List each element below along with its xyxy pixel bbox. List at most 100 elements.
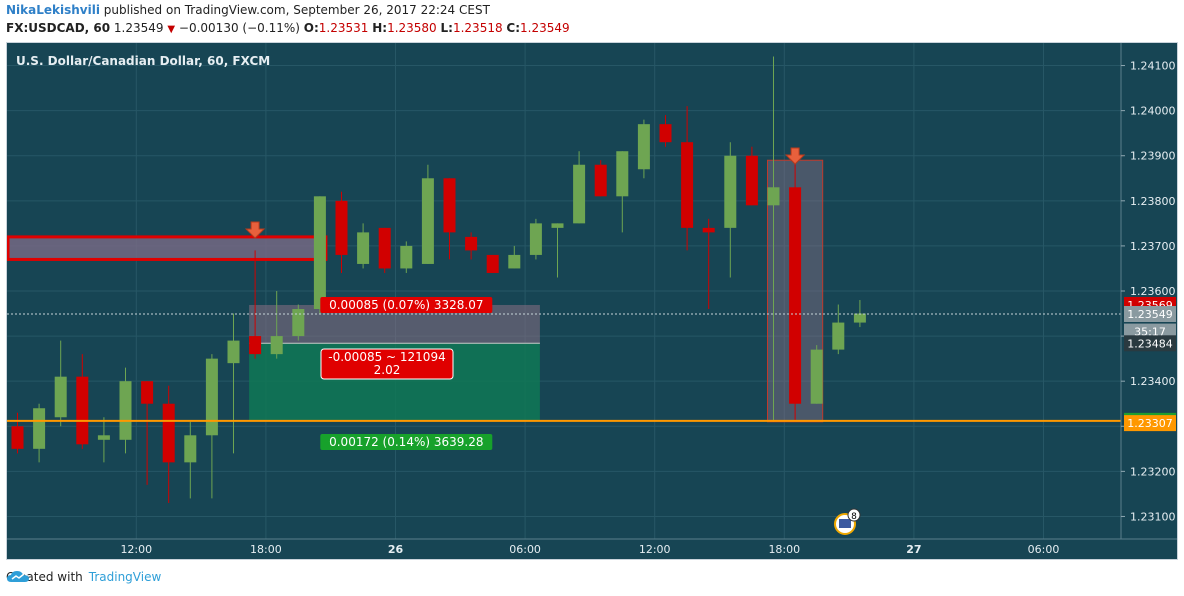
candle-body[interactable] — [767, 187, 780, 206]
grid — [7, 43, 1121, 539]
candle-body[interactable] — [702, 227, 715, 233]
ohlc-legend: FX:USDCAD, 60 1.23549 ▼ −0.00130 (−0.11%… — [6, 21, 570, 35]
candle-body[interactable] — [227, 340, 240, 364]
candle-body[interactable] — [400, 245, 413, 269]
time-tick-label: 06:00 — [1028, 543, 1060, 556]
candle-body[interactable] — [313, 196, 326, 310]
candle-body[interactable] — [832, 322, 845, 350]
candle-body[interactable] — [11, 426, 24, 449]
risk-label-bg — [320, 297, 493, 313]
candle-body[interactable] — [724, 155, 737, 228]
price-badge-label: 1.23484 — [1127, 337, 1173, 350]
candle-body[interactable] — [162, 403, 175, 463]
close-label: C: — [506, 21, 521, 35]
drawings[interactable]: 0.00085 (0.07%) 3328.07 0.00172 (0.14%) 3… — [7, 147, 1121, 535]
price-tick-label: 1.23200 — [1130, 465, 1176, 478]
candle-body[interactable] — [529, 223, 542, 255]
down-arrow-icon[interactable] — [244, 221, 266, 239]
economic-events-icon[interactable]: 8 — [834, 508, 861, 535]
close-value: 1.23549 — [520, 21, 570, 35]
candle-body[interactable] — [97, 435, 110, 440]
candle-body[interactable] — [357, 232, 370, 264]
candle-body[interactable] — [378, 227, 391, 269]
time-tick-label: 27 — [906, 543, 921, 556]
candle-body[interactable] — [335, 200, 348, 255]
footer: Created with TradingView — [6, 570, 161, 584]
candle-body[interactable] — [573, 164, 586, 224]
candle-body[interactable] — [76, 376, 89, 445]
open-label: O: — [303, 21, 319, 35]
reward-label-text: 0.00172 (0.14%) 3639.28 — [329, 435, 483, 449]
time-tick-label: 18:00 — [250, 543, 282, 556]
price-tick-label: 1.23100 — [1130, 510, 1176, 523]
candle-body[interactable] — [637, 124, 650, 170]
price-badge[interactable] — [1124, 335, 1176, 352]
position-stats-bg — [320, 348, 454, 380]
high-label: H: — [372, 21, 388, 35]
price-badge-label: 1.23307 — [1127, 417, 1173, 430]
reward-label-bg — [320, 434, 493, 450]
candle-body[interactable] — [681, 142, 694, 228]
down-arrow-icon[interactable] — [784, 147, 806, 165]
reward-label[interactable]: 0.00172 (0.14%) 3639.28 — [320, 434, 493, 450]
candle-body[interactable] — [443, 178, 456, 233]
symbol-interval: FX:USDCAD, 60 — [6, 21, 111, 35]
time-tick-label: 12:00 — [639, 543, 671, 556]
candle-body[interactable] — [810, 349, 823, 404]
candle-body[interactable] — [594, 164, 607, 197]
price-tick-label: 1.23900 — [1130, 150, 1176, 163]
low-value: 1.23518 — [452, 21, 503, 35]
candle-body[interactable] — [486, 254, 499, 273]
candle-body[interactable] — [249, 336, 262, 355]
time-tick-label: 18:00 — [768, 543, 800, 556]
position-stats-line1: -0.00085 ~ 121094 — [328, 350, 445, 364]
author-link[interactable]: NikaLekishvili — [6, 3, 100, 17]
candle-body[interactable] — [184, 435, 197, 463]
price-chart[interactable]: 0.00085 (0.07%) 3328.07 0.00172 (0.14%) 3… — [7, 43, 1177, 559]
candle-body[interactable] — [421, 178, 434, 264]
chart-container[interactable]: 0.00085 (0.07%) 3328.07 0.00172 (0.14%) 3… — [6, 42, 1178, 560]
flag-shape — [839, 519, 851, 528]
price-badge[interactable] — [1124, 305, 1176, 322]
candle-body[interactable] — [745, 155, 758, 206]
chart-title: U.S. Dollar/Canadian Dollar, 60, FXCM — [16, 54, 270, 68]
candle-body[interactable] — [616, 151, 629, 197]
open-value: 1.23531 — [318, 21, 369, 35]
price-tick-label: 1.23700 — [1130, 240, 1176, 253]
down-arrow-icon: ▼ — [167, 24, 176, 35]
candle-body[interactable] — [54, 376, 67, 418]
time-axis[interactable]: 12:00 18:00 26 06:00 12:00 18:00 27 06:00 — [7, 538, 1177, 559]
candle-body[interactable] — [292, 309, 305, 337]
tradingview-link[interactable]: TradingView — [88, 570, 162, 584]
time-tick-label: 06:00 — [509, 543, 541, 556]
candle-body[interactable] — [141, 381, 154, 404]
risk-label[interactable]: 0.00085 (0.07%) 3328.07 — [320, 297, 493, 313]
time-tick-label: 26 — [388, 543, 404, 556]
price-badge-label: 1.23549 — [1127, 308, 1173, 321]
price-tick-label: 1.23400 — [1130, 375, 1176, 388]
candle-body[interactable] — [551, 223, 564, 228]
tradingview-cloud-icon — [7, 571, 29, 582]
candle-body[interactable] — [789, 187, 802, 404]
candle-body[interactable] — [508, 254, 521, 269]
price-tick-label: 1.23800 — [1130, 195, 1176, 208]
events-count: 8 — [851, 512, 857, 522]
time-axis-bg — [7, 539, 1177, 559]
price-axis[interactable]: 1.231001.232001.233001.234001.235001.236… — [1120, 43, 1177, 559]
price-badge[interactable] — [1124, 415, 1176, 432]
candle-body[interactable] — [465, 236, 478, 251]
candle-body[interactable] — [659, 124, 672, 143]
arrow-shape — [244, 221, 266, 239]
arrow-shape — [784, 147, 806, 165]
candle-body[interactable] — [270, 336, 283, 355]
candle-body[interactable] — [33, 408, 46, 449]
price-tick-label: 1.23600 — [1130, 285, 1176, 298]
candles[interactable] — [11, 56, 866, 503]
published-text: published on TradingView.com, September … — [103, 3, 490, 17]
price-tick-label: 1.24000 — [1130, 105, 1176, 118]
candle-body[interactable] — [205, 358, 218, 436]
candle-body[interactable] — [853, 313, 866, 323]
publish-info: NikaLekishvili published on TradingView.… — [6, 3, 490, 17]
candle-body[interactable] — [119, 381, 132, 440]
